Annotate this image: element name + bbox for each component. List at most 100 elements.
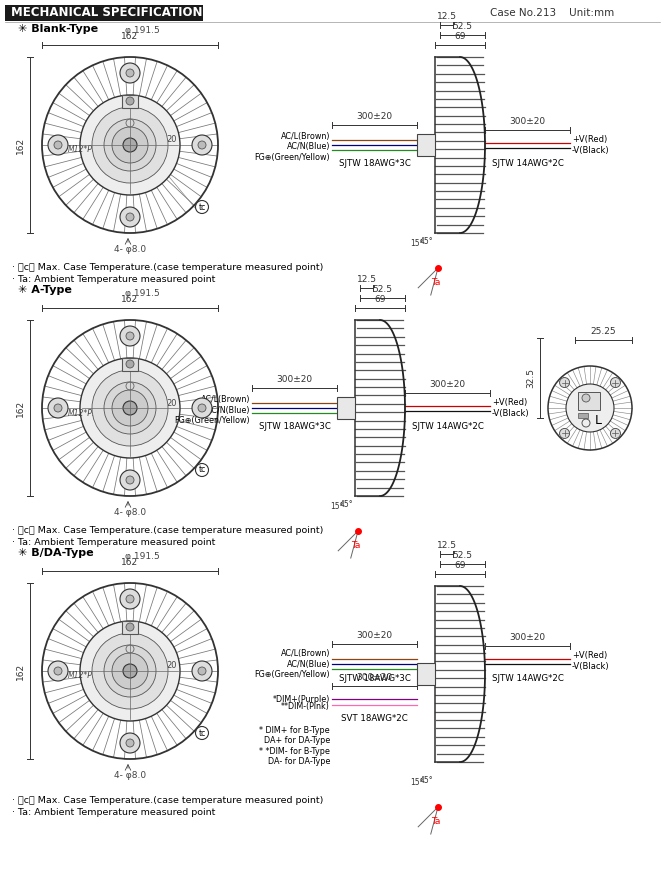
- Text: 30: 30: [139, 684, 150, 693]
- Text: 162: 162: [121, 558, 139, 567]
- Text: φ 191.5: φ 191.5: [125, 289, 159, 298]
- Circle shape: [559, 377, 569, 388]
- Text: +V(Red)
-V(Black): +V(Red) -V(Black): [572, 651, 610, 671]
- Circle shape: [126, 97, 134, 105]
- Text: 4- φ8.0: 4- φ8.0: [114, 245, 146, 254]
- Circle shape: [92, 633, 168, 709]
- Text: 15°: 15°: [410, 239, 423, 248]
- Circle shape: [104, 645, 156, 697]
- Circle shape: [198, 141, 206, 149]
- Circle shape: [48, 398, 68, 418]
- Circle shape: [123, 401, 137, 415]
- Text: SJTW 18AWG*3C: SJTW 18AWG*3C: [338, 159, 411, 168]
- Circle shape: [120, 470, 140, 490]
- Text: AC/L(Brown)
AC/N(Blue)
FG⊕(Green/Yellow): AC/L(Brown) AC/N(Blue) FG⊕(Green/Yellow): [255, 132, 330, 162]
- Circle shape: [92, 107, 168, 183]
- Text: · Ta: Ambient Temperature measured point: · Ta: Ambient Temperature measured point: [12, 808, 215, 817]
- Circle shape: [198, 667, 206, 675]
- Text: Ta: Ta: [351, 541, 360, 550]
- Bar: [122, 358, 138, 371]
- Circle shape: [48, 661, 68, 681]
- Text: 12.5: 12.5: [436, 12, 456, 21]
- Text: 45°: 45°: [340, 500, 354, 509]
- Circle shape: [126, 332, 134, 340]
- Circle shape: [120, 326, 140, 346]
- Circle shape: [196, 726, 208, 739]
- Text: SJTW 14AWG*2C: SJTW 14AWG*2C: [492, 674, 563, 683]
- Circle shape: [566, 384, 614, 432]
- Text: 45°: 45°: [420, 776, 433, 785]
- Circle shape: [610, 377, 620, 388]
- Circle shape: [80, 358, 180, 458]
- Circle shape: [92, 370, 168, 446]
- Text: 32.5: 32.5: [526, 368, 535, 388]
- Text: Ta: Ta: [431, 817, 441, 826]
- Text: 12.5: 12.5: [356, 275, 377, 284]
- Circle shape: [196, 464, 208, 477]
- Circle shape: [126, 739, 134, 747]
- Bar: [578, 413, 588, 418]
- Text: tc: tc: [198, 729, 206, 738]
- Text: 162: 162: [16, 662, 25, 680]
- Text: 162: 162: [16, 399, 25, 416]
- Circle shape: [54, 667, 62, 675]
- Circle shape: [192, 135, 212, 155]
- Text: SVT 18AWG*2C: SVT 18AWG*2C: [341, 714, 408, 723]
- Text: SJTW 18AWG*3C: SJTW 18AWG*3C: [259, 422, 330, 431]
- Circle shape: [120, 589, 140, 609]
- Text: φ 191.5: φ 191.5: [125, 552, 159, 561]
- Text: tc: tc: [198, 466, 206, 474]
- Circle shape: [196, 200, 208, 214]
- Text: ✳ B/DA-Type: ✳ B/DA-Type: [18, 548, 94, 558]
- Text: 300±20: 300±20: [429, 380, 466, 389]
- Circle shape: [123, 138, 137, 152]
- Bar: [417, 134, 435, 156]
- Text: **DIM-(Pink): **DIM-(Pink): [281, 702, 330, 710]
- Circle shape: [610, 429, 620, 438]
- Circle shape: [120, 733, 140, 753]
- Text: 69: 69: [375, 295, 386, 304]
- Text: 69: 69: [454, 32, 466, 41]
- Text: 300±20: 300±20: [356, 673, 393, 682]
- Text: 15°: 15°: [410, 778, 423, 787]
- Bar: [337, 397, 355, 419]
- Circle shape: [112, 390, 148, 426]
- Text: ✳ Blank-Type: ✳ Blank-Type: [18, 24, 98, 34]
- Text: 52.5: 52.5: [452, 551, 472, 560]
- Text: 25.25: 25.25: [591, 327, 616, 336]
- Circle shape: [126, 213, 134, 221]
- Circle shape: [559, 429, 569, 438]
- Circle shape: [192, 661, 212, 681]
- Circle shape: [126, 69, 134, 77]
- Text: 12.5: 12.5: [436, 541, 456, 550]
- Text: SJTW 14AWG*2C: SJTW 14AWG*2C: [411, 422, 484, 431]
- Text: 162: 162: [121, 295, 139, 304]
- Text: 4- φ8.0: 4- φ8.0: [114, 771, 146, 780]
- Text: 20: 20: [166, 662, 176, 670]
- Text: 69: 69: [454, 561, 466, 570]
- Text: +V(Red)
-V(Black): +V(Red) -V(Black): [572, 136, 610, 155]
- Text: 52.5: 52.5: [373, 285, 393, 294]
- Circle shape: [54, 141, 62, 149]
- Text: *DIM+(Purple): *DIM+(Purple): [273, 695, 330, 704]
- Circle shape: [582, 394, 590, 402]
- Text: 300±20: 300±20: [277, 375, 313, 384]
- Bar: [122, 95, 138, 108]
- Circle shape: [80, 621, 180, 721]
- Circle shape: [54, 404, 62, 412]
- Bar: [122, 621, 138, 634]
- Text: 30: 30: [139, 158, 150, 167]
- Text: 300±20: 300±20: [356, 631, 393, 640]
- Text: Case No.213    Unit:mm: Case No.213 Unit:mm: [490, 8, 614, 18]
- Circle shape: [104, 119, 156, 171]
- Text: 300±20: 300±20: [509, 117, 545, 126]
- Text: M12*P1.75-1B: M12*P1.75-1B: [68, 671, 123, 681]
- Circle shape: [198, 404, 206, 412]
- Circle shape: [123, 664, 137, 678]
- Text: 20: 20: [166, 136, 176, 144]
- Text: ✳ A-Type: ✳ A-Type: [18, 285, 72, 295]
- Bar: [578, 392, 600, 410]
- Text: · Ⓣc： Max. Case Temperature.(case temperature measured point): · Ⓣc： Max. Case Temperature.(case temper…: [12, 796, 324, 805]
- Text: L: L: [594, 414, 602, 426]
- Text: 162: 162: [121, 32, 139, 41]
